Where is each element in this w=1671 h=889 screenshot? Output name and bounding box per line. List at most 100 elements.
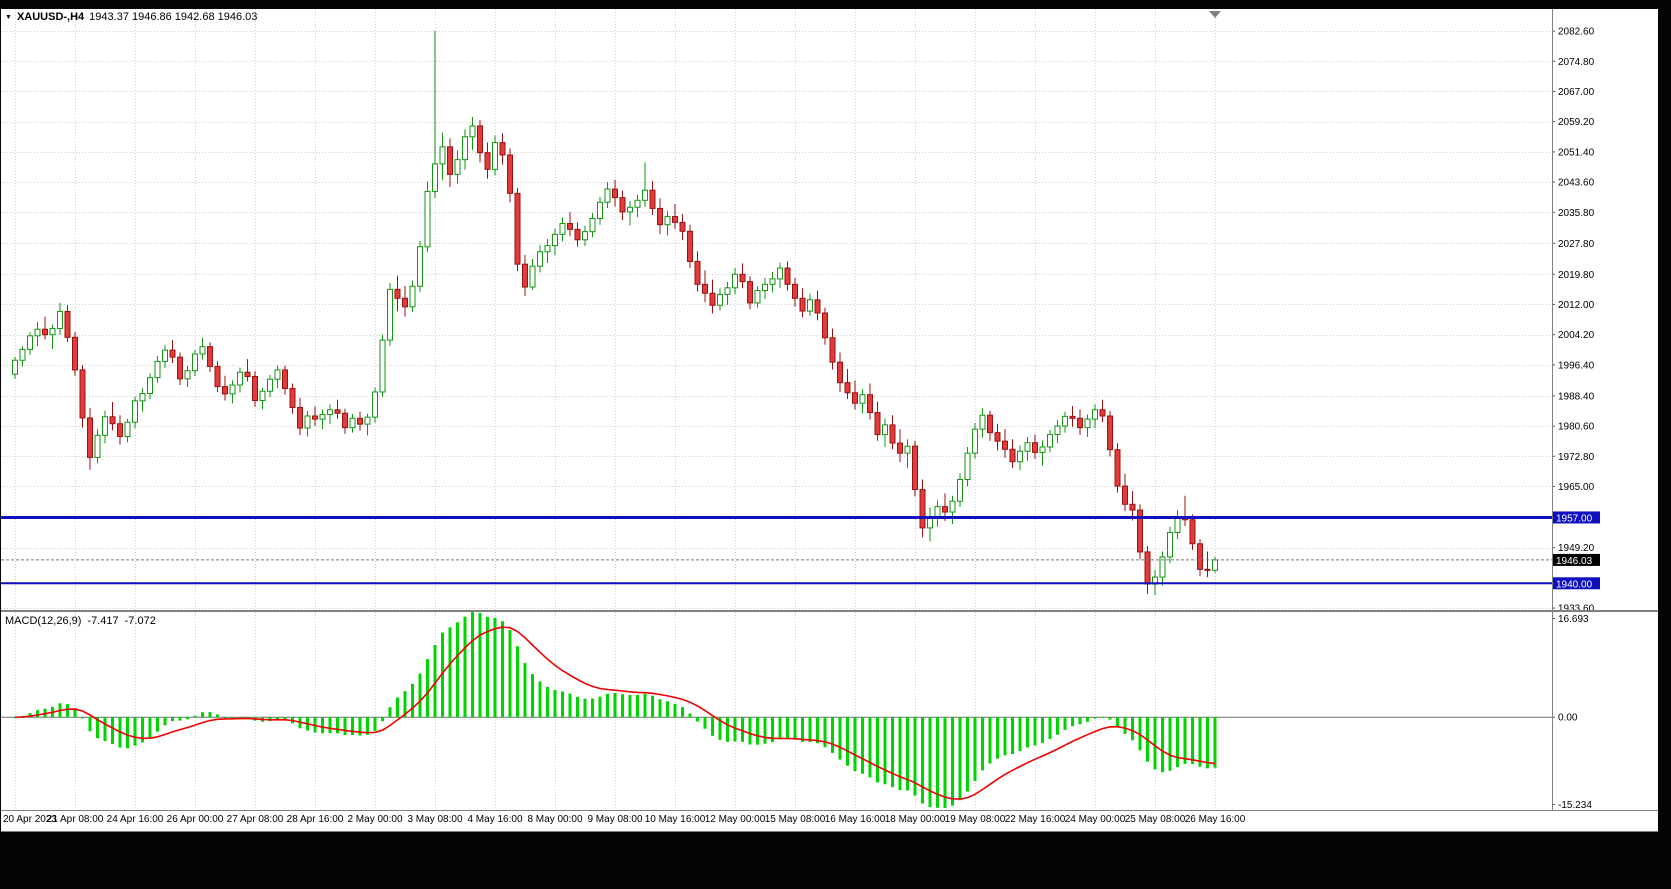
svg-text:2004.20: 2004.20	[1558, 330, 1595, 341]
candle-bear	[739, 273, 746, 283]
candle-bear	[1099, 409, 1106, 417]
candle-bear	[994, 432, 1001, 442]
candle-bull	[934, 506, 941, 518]
candle-bull	[597, 201, 603, 219]
candle-bull	[754, 290, 761, 304]
candle-bull	[1024, 442, 1031, 452]
candle-bull	[439, 146, 446, 165]
macd-main-value: -7.417	[87, 615, 119, 627]
candle-bear	[177, 356, 183, 380]
svg-text:1980.60: 1980.60	[1558, 422, 1595, 433]
candle-bear	[574, 228, 581, 241]
price-axis: 2082.60 2074.80 2067.00 2059.20 2051.40 2043.…	[1552, 27, 1595, 615]
candle-bull	[432, 163, 438, 192]
candle-bull	[1047, 434, 1053, 448]
svg-text:2 May 00:00: 2 May 00:00	[347, 814, 402, 825]
candle-bull	[27, 335, 33, 350]
candle-bear	[222, 386, 228, 395]
candle-bull	[102, 416, 108, 436]
candle-bear	[1077, 417, 1083, 429]
candle-bull	[139, 393, 146, 402]
candle-bear	[109, 416, 116, 425]
svg-text:12 May 00:00: 12 May 00:00	[705, 814, 766, 825]
svg-text:4 May 16:00: 4 May 16:00	[467, 814, 522, 825]
candle-bull	[372, 391, 378, 418]
macd-axis-label: 0.00	[1558, 713, 1578, 724]
candle-bear	[1204, 568, 1211, 571]
candle-bear	[889, 424, 896, 444]
macd-label: MACD(12,26,9) -7.417 -7.072	[5, 615, 156, 627]
svg-text:16 May 16:00: 16 May 16:00	[825, 814, 886, 825]
macd-indicator-name: MACD(12,26,9)	[5, 615, 82, 627]
candle-bull	[154, 360, 161, 379]
chart-window[interactable]: 1957.00 1940.00 1946.03 2082.60 2074.80 2067.…	[1, 9, 1658, 832]
candle-bear	[1189, 519, 1196, 545]
candle-bear	[72, 336, 78, 371]
svg-text:1957.00: 1957.00	[1556, 513, 1593, 524]
candle-bull	[957, 478, 963, 502]
candle-bear	[694, 260, 701, 285]
svg-text:9 May 08:00: 9 May 08:00	[587, 814, 642, 825]
candle-bear	[357, 417, 363, 425]
candle-bull	[132, 400, 138, 423]
candle-bear	[342, 412, 348, 429]
candle-bull	[327, 409, 333, 415]
candle-bear	[799, 297, 806, 312]
candle-bear	[837, 361, 843, 384]
candle-bear	[792, 283, 798, 299]
svg-text:22 May 16:00: 22 May 16:00	[1005, 814, 1066, 825]
candle-bull	[552, 233, 558, 247]
candle-bull	[34, 328, 41, 337]
candle-bull	[409, 285, 416, 308]
candle-bull	[147, 377, 153, 395]
svg-text:2019.80: 2019.80	[1558, 270, 1595, 281]
candle-bear	[1129, 503, 1136, 511]
candle-bull	[642, 189, 648, 201]
candle-bull	[229, 384, 236, 395]
candle-bull	[184, 370, 191, 380]
candle-bull	[604, 188, 611, 203]
svg-text:18 May 00:00: 18 May 00:00	[885, 814, 946, 825]
candle-bear	[477, 125, 483, 154]
candle-bull	[12, 359, 18, 375]
macd-histogram	[13, 612, 1217, 808]
svg-text:2059.20: 2059.20	[1558, 117, 1595, 128]
candle-bear	[702, 283, 708, 294]
candle-bear	[1197, 543, 1203, 570]
candle-bear	[1069, 415, 1076, 419]
candle-bear	[87, 417, 93, 458]
candle-bear	[784, 267, 791, 285]
candle-bull	[1092, 409, 1098, 420]
svg-text:26 Apr 00:00: 26 Apr 00:00	[167, 814, 224, 825]
svg-text:19 May 08:00: 19 May 08:00	[945, 814, 1006, 825]
candle-bull	[627, 206, 633, 213]
svg-text:1972.80: 1972.80	[1558, 452, 1595, 463]
candle-bear	[672, 216, 678, 223]
svg-text:1946.03: 1946.03	[1556, 556, 1593, 567]
candle-bear	[394, 288, 401, 299]
candle-bear	[1137, 509, 1143, 553]
candle-bull	[1054, 425, 1061, 436]
candle-bull	[267, 378, 273, 392]
candle-bear	[402, 297, 408, 308]
candle-bear	[64, 310, 71, 338]
svg-text:25 May 08:00: 25 May 08:00	[1125, 814, 1186, 825]
candle-bear	[649, 189, 656, 209]
candle-bull	[529, 265, 536, 288]
candle-bull	[1159, 556, 1166, 578]
candle-bull	[364, 416, 371, 425]
candle-bull	[424, 190, 431, 248]
candle-bull	[762, 283, 768, 292]
candle-bear	[814, 299, 821, 314]
candle-bear	[1032, 442, 1038, 453]
candle-bear	[1002, 440, 1008, 450]
svg-text:2043.60: 2043.60	[1558, 178, 1595, 189]
candle-bear	[1144, 551, 1151, 585]
chart-canvas[interactable]: 1957.00 1940.00 1946.03 2082.60 2074.80 2067.…	[1, 9, 1658, 832]
chart-shift-marker[interactable]	[1209, 11, 1221, 18]
candle-bear	[567, 223, 573, 230]
candle-bear	[207, 346, 213, 367]
candle-bull	[777, 267, 783, 280]
level-price-badge	[1553, 577, 1600, 590]
candle-bear	[1122, 485, 1128, 505]
